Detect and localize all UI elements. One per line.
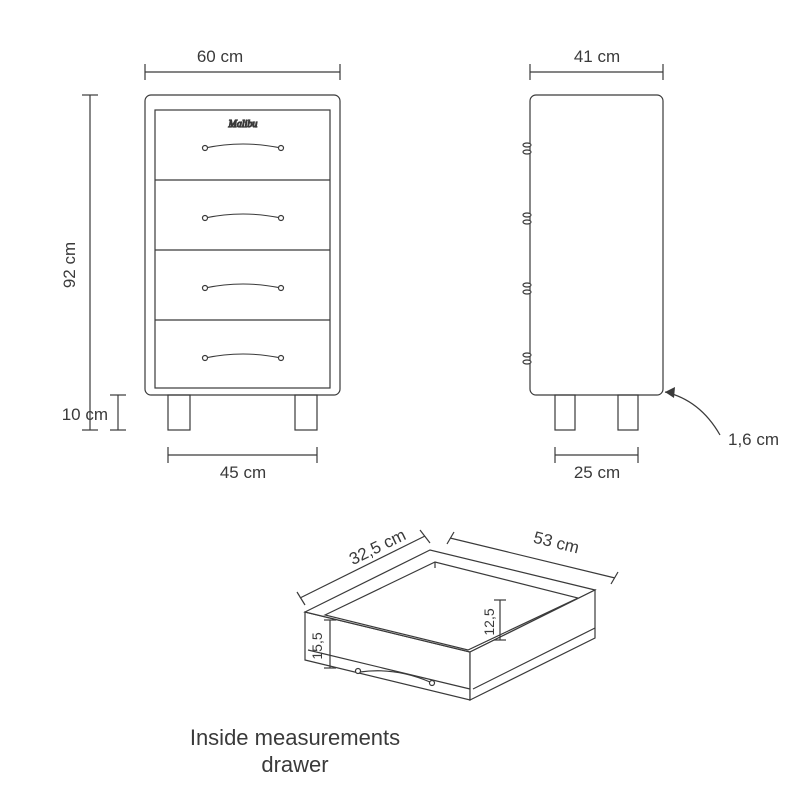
drawer-view: 32,5 cm 53 cm 12,5 15,5 Inside measureme… <box>190 525 618 777</box>
side-cabinet <box>523 95 663 430</box>
svg-text:60 cm: 60 cm <box>197 47 243 66</box>
side-view: 41 cm <box>523 47 779 482</box>
svg-text:92 cm: 92 cm <box>60 242 79 288</box>
svg-text:1,6 cm: 1,6 cm <box>728 430 779 449</box>
handle-3 <box>203 284 284 291</box>
svg-text:32,5 cm: 32,5 cm <box>346 525 409 569</box>
handle-4 <box>203 354 284 361</box>
dim-front-leg-height: 10 cm <box>62 395 126 430</box>
dim-front-top: 60 cm <box>145 47 340 80</box>
dim-side-leg-span: 25 cm <box>555 447 638 482</box>
handle-1 <box>203 144 284 151</box>
svg-text:15,5: 15,5 <box>309 632 325 659</box>
drawer-caption-1: Inside measurements <box>190 725 400 750</box>
svg-text:12,5: 12,5 <box>481 608 497 635</box>
dim-side-top: 41 cm <box>530 47 663 80</box>
front-view: 60 cm 92 cm 10 cm Malibu <box>60 47 340 482</box>
svg-text:Malibu: Malibu <box>228 119 258 130</box>
front-cabinet: Malibu <box>145 95 340 430</box>
svg-text:10 cm: 10 cm <box>62 405 108 424</box>
dim-front-leg-span: 45 cm <box>168 447 317 482</box>
svg-text:53 cm: 53 cm <box>532 528 582 558</box>
svg-text:25 cm: 25 cm <box>574 463 620 482</box>
dim-side-radius: 1,6 cm <box>665 387 779 449</box>
drawer-iso <box>305 550 595 700</box>
svg-text:45 cm: 45 cm <box>220 463 266 482</box>
handle-2 <box>203 214 284 221</box>
drawer-caption-2: drawer <box>261 752 328 777</box>
dim-front-height: 92 cm <box>60 95 98 430</box>
svg-text:41 cm: 41 cm <box>574 47 620 66</box>
